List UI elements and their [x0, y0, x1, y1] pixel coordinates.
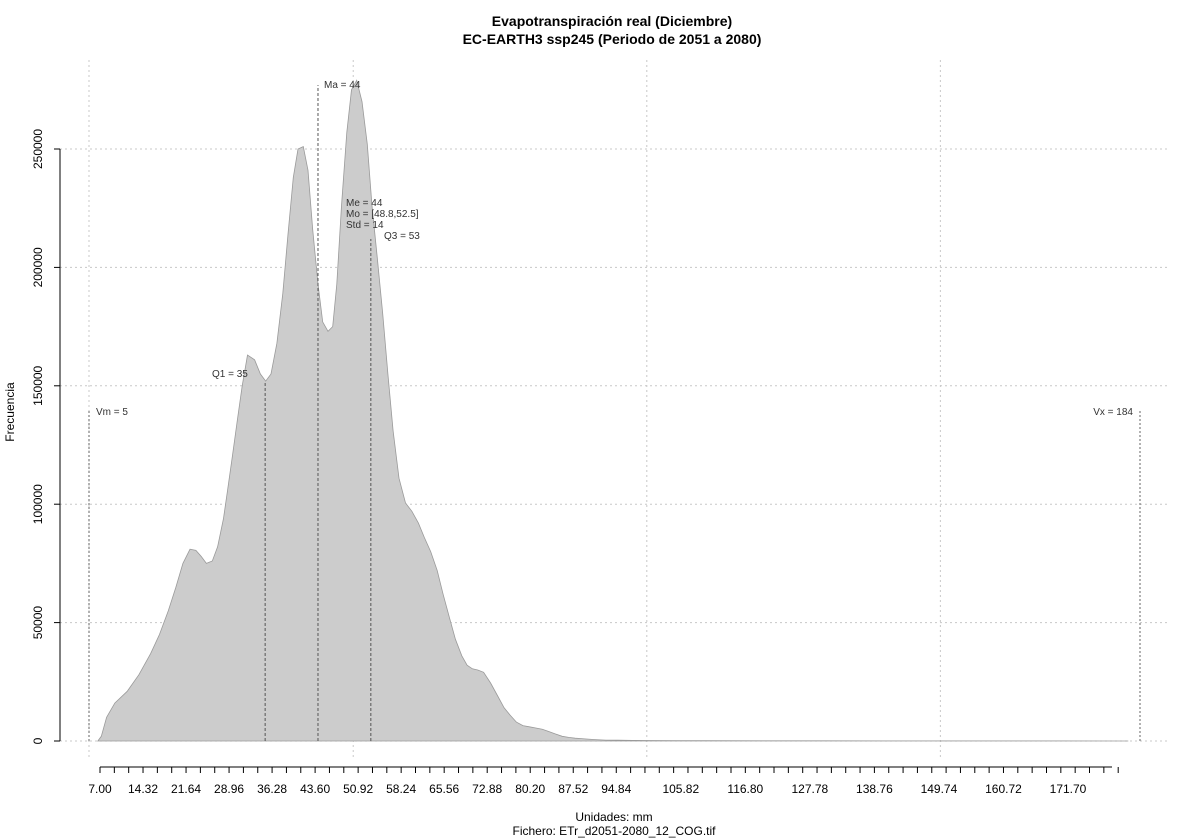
stat-lines [88, 85, 1141, 741]
x-tick-label: 138.76 [856, 782, 893, 796]
x-tick-label: 87.52 [558, 782, 588, 796]
y-tick-label: 0 [31, 737, 45, 744]
x-tick-label: 105.82 [662, 782, 699, 796]
q3-label: Q3 = 53 [384, 231, 420, 242]
std-label: Std = 14 [346, 220, 384, 231]
x-tick-label: 50.92 [343, 782, 373, 796]
y-tick-label: 150000 [31, 365, 45, 405]
file-caption: Fichero: ETr_d2051-2080_12_COG.tif [513, 824, 717, 838]
x-tick-label: 43.60 [300, 782, 330, 796]
x-tick-label: 94.84 [601, 782, 631, 796]
min-value-label: Vm = 5 [96, 407, 128, 418]
x-axis-title: Unidades: mm [575, 810, 652, 824]
x-tick-label: 160.72 [985, 782, 1022, 796]
x-tick-label: 14.32 [128, 782, 158, 796]
x-tick-label: 36.28 [257, 782, 287, 796]
x-tick-label: 149.74 [921, 782, 958, 796]
y-tick-label: 250000 [31, 129, 45, 169]
x-tick-label: 80.20 [515, 782, 545, 796]
x-axis: 7.00 14.32 21.64 28.96 36.28 43.60 50.92 58.24 6… [88, 766, 1119, 796]
chart-title: Evapotranspiración real (Diciembre) [492, 13, 732, 29]
y-tick-label: 200000 [31, 247, 45, 287]
mean-label: Ma = 44 [324, 80, 361, 91]
x-tick-label: 127.78 [792, 782, 829, 796]
y-tick-label: 100000 [31, 484, 45, 524]
x-tick-label: 171.70 [1050, 782, 1087, 796]
x-tick-label: 72.88 [472, 782, 502, 796]
x-tick-label: 65.56 [429, 782, 459, 796]
y-axis: 0 50000 100000 150000 200000 250000 [31, 129, 61, 744]
q1-label: Q1 = 35 [212, 369, 248, 380]
median-label: Me = 44 [346, 198, 383, 209]
y-tick-label: 50000 [31, 606, 45, 640]
x-tick-label: 28.96 [214, 782, 244, 796]
y-axis-title: Frecuencia [3, 382, 17, 442]
chart-subtitle: EC-EARTH3 ssp245 (Periodo de 2051 a 2080… [463, 31, 762, 47]
max-value-label: Vx = 184 [1093, 407, 1133, 418]
density-area [97, 79, 1129, 742]
mode-label: Mo = [48.8,52.5] [346, 209, 419, 220]
x-tick-label: 58.24 [386, 782, 416, 796]
x-tick-label: 21.64 [171, 782, 201, 796]
x-tick-label: 116.80 [727, 782, 763, 796]
x-tick-label: 7.00 [88, 782, 112, 796]
